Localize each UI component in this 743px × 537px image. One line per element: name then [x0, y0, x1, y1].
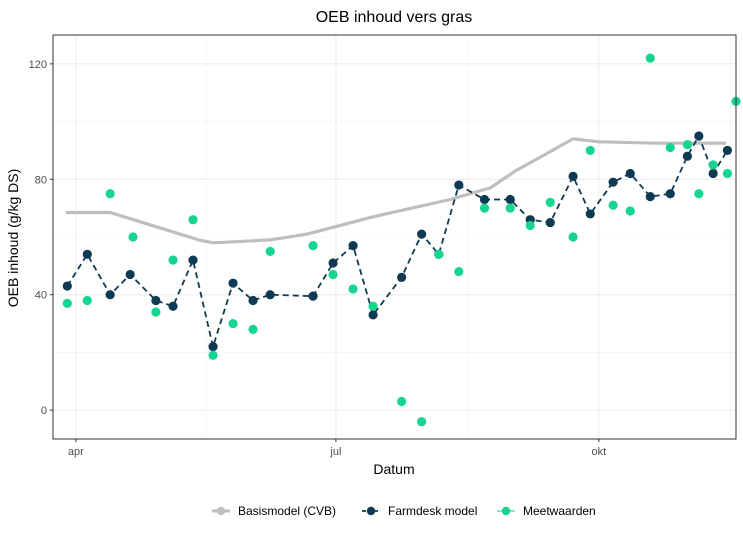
data-point — [265, 246, 275, 257]
data-point — [545, 217, 555, 228]
data-point — [665, 189, 675, 199]
data-point — [525, 220, 535, 231]
data-point — [82, 249, 92, 259]
series-basismodel-cvb — [65, 137, 727, 245]
series-line — [66, 133, 729, 351]
data-point — [228, 278, 238, 288]
data-point — [82, 295, 92, 306]
data-point — [434, 249, 444, 259]
legend-key-point — [366, 506, 376, 516]
data-point — [694, 189, 704, 199]
series-line — [65, 137, 727, 245]
grid — [53, 35, 736, 439]
data-point — [128, 232, 138, 242]
data-point — [645, 192, 655, 202]
x-tick-label: okt — [591, 446, 606, 458]
data-point — [125, 269, 135, 280]
data-point — [328, 269, 338, 280]
data-point — [545, 197, 555, 207]
y-tick-label: 40 — [35, 290, 47, 302]
data-point — [665, 142, 675, 153]
legend-key-point — [216, 506, 226, 516]
panel-border — [52, 34, 737, 440]
data-point — [248, 295, 258, 306]
x-tick-label: apr — [68, 446, 84, 458]
legend-label: Farmdesk model — [388, 504, 477, 518]
data-point — [694, 131, 704, 141]
legend-label: Meetwaarden — [523, 504, 596, 518]
data-point — [308, 291, 318, 301]
data-point — [682, 151, 693, 161]
data-point — [479, 203, 490, 213]
data-point — [397, 396, 407, 407]
data-point — [348, 241, 358, 251]
data-point — [397, 272, 407, 282]
data-point — [228, 318, 238, 329]
data-point — [625, 206, 635, 216]
data-point — [208, 342, 218, 352]
data-point — [168, 255, 178, 265]
data-point — [505, 194, 515, 205]
data-point — [608, 200, 618, 210]
data-point — [151, 295, 161, 306]
data-point — [585, 145, 595, 156]
data-point — [328, 258, 338, 268]
y-tick-label: 120 — [29, 59, 47, 71]
legend-item-meetwaarden: Meetwaarden — [497, 504, 596, 518]
data-point — [105, 189, 115, 199]
data-point — [168, 301, 178, 311]
data-point — [417, 229, 427, 239]
y-tick-label: 80 — [35, 174, 47, 186]
series-layer — [62, 53, 741, 427]
legend-key-point — [501, 506, 511, 516]
data-point — [368, 310, 378, 320]
axis-ticks: 0 40 80 120 apr jul okt — [29, 59, 607, 458]
data-point — [708, 160, 718, 170]
data-point — [568, 232, 578, 242]
legend-item-farmdesk-model: Farmdesk model — [362, 504, 477, 518]
legend: Basismodel (CVB) Farmdesk model Meetwaarde… — [212, 504, 596, 518]
data-point — [248, 324, 258, 334]
data-point — [585, 209, 595, 219]
data-point — [608, 177, 618, 187]
series-meetwaarden — [62, 53, 741, 427]
data-point — [479, 194, 490, 205]
data-point — [454, 267, 464, 277]
data-point — [308, 241, 318, 251]
data-point — [708, 168, 718, 179]
data-point — [62, 298, 72, 308]
y-tick-label: 0 — [41, 405, 47, 417]
data-point — [62, 281, 72, 291]
data-point — [188, 255, 198, 265]
data-point — [208, 350, 218, 360]
data-point — [348, 284, 358, 294]
data-point — [368, 301, 378, 311]
data-point — [625, 168, 635, 179]
x-axis-title: Datum — [373, 461, 414, 477]
x-tick-label: jul — [329, 446, 341, 458]
data-point — [722, 168, 733, 179]
legend-label: Basismodel (CVB) — [238, 504, 336, 518]
data-point — [645, 53, 655, 63]
data-point — [682, 140, 693, 150]
data-point — [417, 417, 427, 427]
data-point — [722, 145, 733, 156]
chart-title: OEB inhoud vers gras — [316, 9, 473, 26]
series-farmdesk-model — [62, 131, 733, 352]
data-point — [105, 290, 115, 300]
data-point — [151, 307, 161, 317]
data-point — [568, 171, 578, 181]
data-point — [188, 215, 198, 225]
y-axis-title: OEB inhoud (g/kg DS) — [5, 169, 21, 308]
data-point — [454, 180, 464, 190]
data-point — [265, 290, 275, 300]
legend-item-basismodel-cvb: Basismodel (CVB) — [212, 504, 336, 518]
data-point — [505, 203, 515, 213]
